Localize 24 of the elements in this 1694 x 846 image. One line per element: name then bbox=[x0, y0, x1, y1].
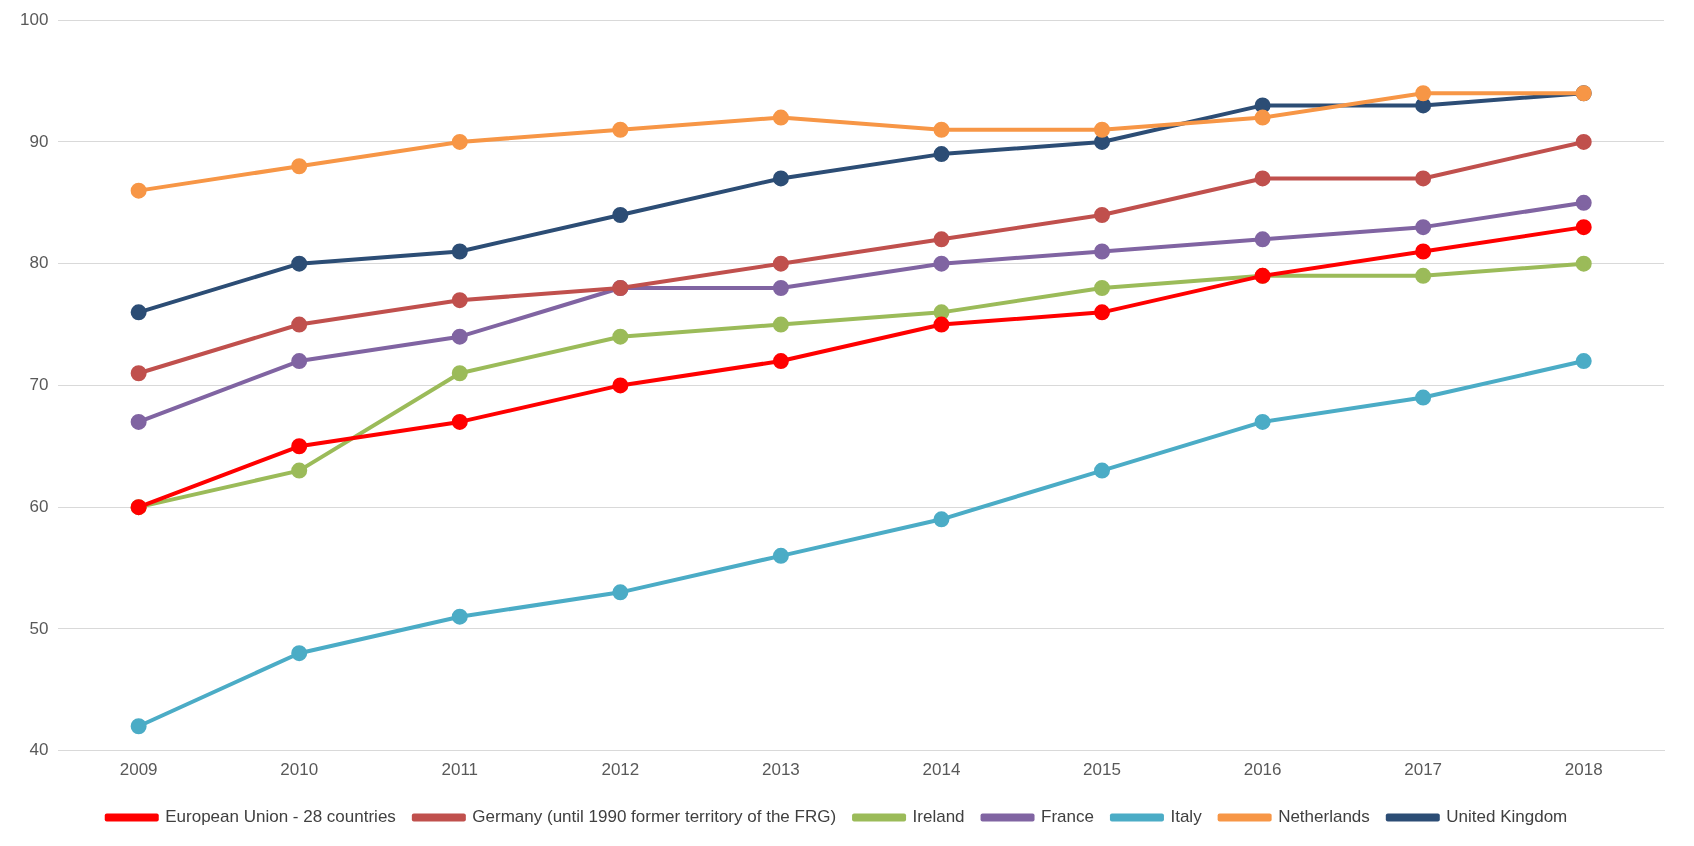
legend-label: France bbox=[1041, 807, 1094, 827]
y-tick-label: 70 bbox=[29, 375, 49, 395]
x-tick-label: 2018 bbox=[1564, 760, 1603, 780]
y-tick-label: 100 bbox=[19, 9, 49, 29]
x-tick-label: 2011 bbox=[441, 760, 479, 780]
legend-label: Netherlands bbox=[1278, 807, 1370, 827]
x-tick-label: 2016 bbox=[1243, 760, 1282, 780]
x-tick-label: 2015 bbox=[1083, 760, 1121, 780]
legend-label: Germany (until 1990 former territory of the FRG) bbox=[472, 807, 837, 827]
legend-label: United Kingdom bbox=[1446, 807, 1568, 827]
legend-label: European Union - 28 countries bbox=[165, 807, 396, 827]
legend-label: Italy bbox=[1170, 807, 1203, 827]
y-tick-label: 40 bbox=[29, 740, 49, 760]
y-tick-label: 50 bbox=[29, 618, 49, 638]
x-tick-label: 2017 bbox=[1404, 760, 1443, 780]
x-tick-label: 2014 bbox=[922, 760, 961, 780]
x-tick-label: 2009 bbox=[119, 760, 158, 780]
y-tick-label: 60 bbox=[29, 496, 49, 516]
y-tick-label: 80 bbox=[29, 253, 49, 273]
x-tick-label: 2013 bbox=[761, 760, 800, 780]
y-tick-label: 90 bbox=[29, 131, 49, 151]
x-tick-label: 2012 bbox=[601, 760, 640, 780]
x-tick-label: 2010 bbox=[280, 760, 319, 780]
legend-label: Ireland bbox=[912, 807, 965, 827]
